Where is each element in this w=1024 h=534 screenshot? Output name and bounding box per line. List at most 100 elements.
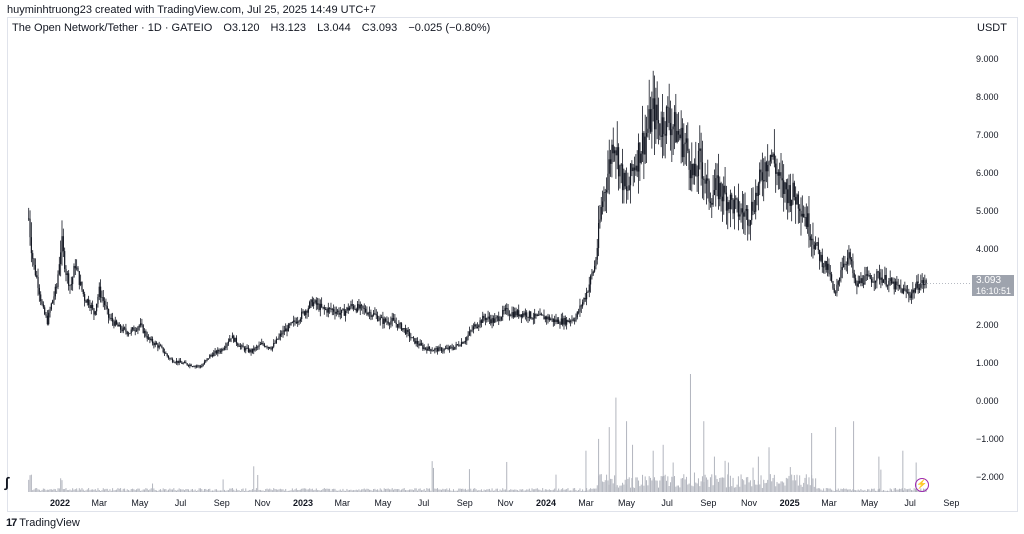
candle-body: [307, 308, 309, 313]
volume-bar: [74, 489, 76, 492]
candle-body: [199, 366, 202, 368]
volume-bar: [341, 490, 343, 492]
volume-bar: [634, 487, 636, 492]
volume-bar: [206, 489, 208, 492]
candle-body: [458, 344, 460, 346]
volume-bar: [116, 489, 118, 492]
candle-body: [131, 327, 134, 330]
volume-bar: [182, 489, 184, 492]
volume-bar: [871, 488, 873, 492]
volume-bar: [887, 490, 889, 492]
volume-bar: [507, 490, 509, 492]
candle-body: [92, 304, 94, 309]
volume-bar: [254, 489, 256, 492]
volume-bar: [828, 488, 830, 492]
x-tick-label: Nov: [254, 498, 271, 508]
candle-body: [640, 153, 642, 163]
candle-body: [556, 319, 558, 323]
volume-bar: [498, 490, 500, 492]
candle-body: [38, 287, 40, 295]
bar-countdown: 16:10:51: [976, 286, 1012, 296]
volume-bar: [852, 489, 854, 492]
candle-body: [803, 213, 805, 218]
candle-body: [448, 346, 451, 350]
volume-bar: [302, 488, 304, 492]
volume-bar: [662, 476, 664, 492]
volume-bar: [883, 490, 885, 492]
candle-body: [655, 104, 657, 130]
volume-bar: [337, 490, 339, 492]
candle-body: [133, 327, 135, 331]
candle-body: [807, 213, 809, 227]
candle-body: [676, 130, 678, 143]
y-tick-label: 6.000: [976, 168, 999, 178]
volume-bar: [251, 489, 253, 492]
candle-body: [392, 317, 395, 320]
volume-bar: [120, 488, 122, 492]
volume-bar: [827, 488, 829, 492]
volume-bar: [847, 489, 849, 492]
candle-body: [615, 150, 617, 156]
volume-bar: [210, 490, 212, 492]
candle-body: [327, 307, 329, 313]
candle-body: [456, 344, 459, 346]
volume-bar: [763, 479, 765, 492]
volume-bar: [732, 477, 734, 492]
currency-label[interactable]: USDT: [977, 22, 1007, 34]
candle-body: [151, 338, 154, 344]
candle-body: [147, 337, 150, 339]
candle-body: [127, 333, 130, 335]
candle-body: [137, 327, 139, 331]
candle-body: [753, 210, 755, 212]
candle-body: [568, 320, 570, 322]
candle-body: [571, 319, 573, 322]
volume-bar: [435, 488, 437, 492]
candle-body: [452, 348, 455, 350]
candle-body: [613, 150, 616, 154]
candle-body: [468, 331, 471, 335]
tradingview-corner-icon[interactable]: ∫: [5, 474, 9, 490]
volume-bar: [500, 490, 502, 492]
candle-body: [823, 266, 825, 268]
volume-bar: [45, 490, 47, 492]
volume-bar: [624, 479, 626, 492]
volume-bar: [849, 489, 851, 492]
candle-body: [492, 318, 495, 323]
candle-body: [878, 272, 881, 280]
candle-body: [840, 270, 842, 278]
candle-body: [335, 311, 337, 314]
volume-bar: [317, 490, 319, 492]
volume-bar: [715, 475, 717, 492]
candle-body: [398, 323, 400, 328]
candle-body: [363, 308, 365, 310]
volume-bar: [409, 489, 411, 492]
symbol-name[interactable]: The Open Network/Tether · 1D · GATEIO: [12, 22, 213, 34]
x-tick-label: Sep: [943, 498, 959, 508]
x-tick-label: Nov: [497, 498, 514, 508]
volume-bar: [752, 467, 754, 492]
volume-bar: [440, 489, 442, 492]
candle-body: [664, 133, 666, 136]
candle-body: [700, 148, 702, 163]
volume-bar: [658, 487, 660, 492]
candle-body: [824, 261, 826, 267]
candle-body: [777, 172, 779, 176]
volume-bar: [157, 490, 159, 492]
candle-body: [787, 189, 789, 204]
candle-body: [306, 311, 308, 313]
candle-body: [155, 342, 158, 345]
volume-bar: [776, 481, 778, 492]
volume-bar: [832, 490, 834, 492]
candle-body: [520, 314, 522, 318]
volume-spike: [689, 374, 691, 492]
volume-bar: [44, 488, 46, 492]
candle-body: [82, 289, 84, 295]
candle-body: [724, 185, 726, 193]
lightning-icon[interactable]: ⚡: [915, 478, 929, 492]
candle-body: [321, 303, 323, 307]
volume-bar: [362, 489, 364, 492]
volume-bar: [430, 490, 432, 492]
volume-bar: [483, 489, 485, 492]
candle-body: [747, 208, 749, 226]
